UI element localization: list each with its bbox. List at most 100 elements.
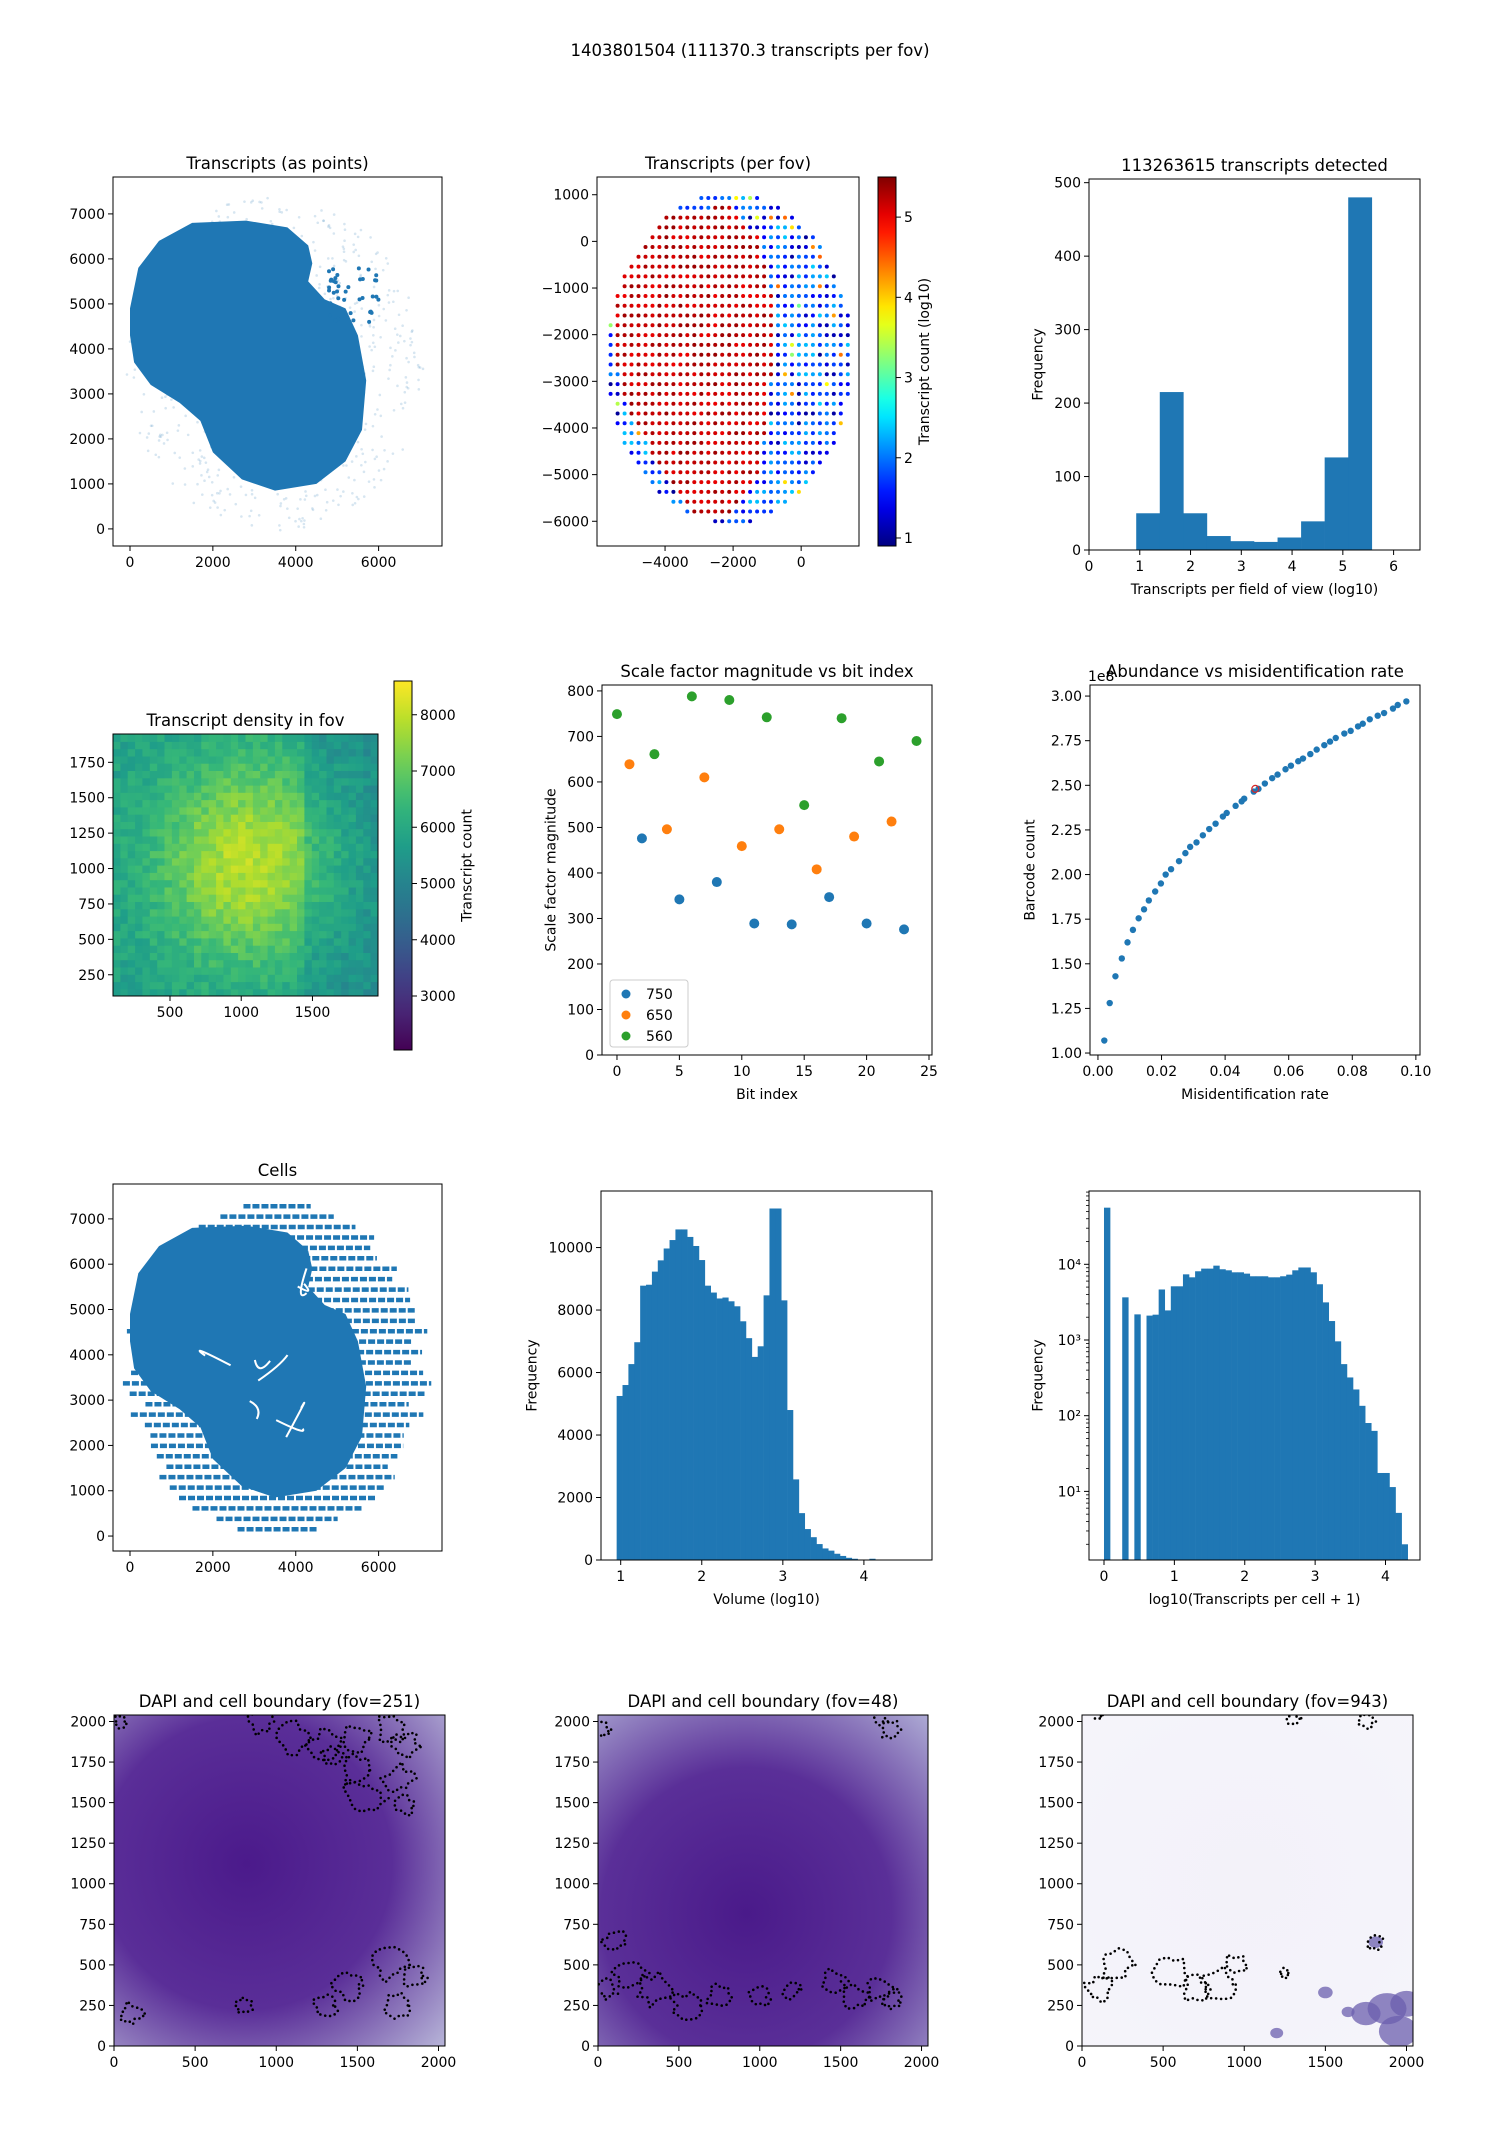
cell-boundary bbox=[820, 1966, 850, 1995]
scatter-point bbox=[1261, 780, 1269, 787]
fov-point bbox=[776, 342, 780, 347]
y-tick-label: 250 bbox=[79, 1998, 106, 2014]
heatmap-cell bbox=[297, 930, 305, 939]
scatter-point-560 bbox=[911, 735, 922, 746]
transcript-point bbox=[372, 325, 375, 329]
heatmap-cell bbox=[179, 959, 188, 968]
fov-point bbox=[671, 421, 676, 426]
heatmap-cell bbox=[319, 872, 328, 881]
transcript-point bbox=[373, 345, 377, 349]
colorbar-scale bbox=[877, 176, 897, 547]
heatmap-cell bbox=[208, 872, 217, 881]
fov-point bbox=[734, 235, 739, 240]
fov-point bbox=[776, 401, 780, 406]
heatmap-cell bbox=[245, 981, 254, 990]
y-tick-label: 2000 bbox=[70, 1714, 106, 1730]
heatmap-cell bbox=[179, 850, 188, 859]
fov-point bbox=[790, 303, 794, 308]
heatmap-cell bbox=[223, 850, 232, 859]
fov-point bbox=[699, 215, 704, 220]
fov-point bbox=[692, 342, 697, 347]
y-tick-label: 1500 bbox=[70, 1796, 106, 1812]
fov-point bbox=[831, 382, 836, 387]
heatmap-cell bbox=[326, 850, 335, 859]
transcript-point bbox=[200, 455, 204, 458]
fov-point bbox=[706, 284, 711, 289]
fov-point bbox=[769, 235, 773, 240]
heatmap-cell bbox=[223, 799, 232, 808]
heatmap-cell bbox=[149, 886, 158, 895]
histogram-bar bbox=[1213, 1265, 1220, 1560]
fov-point bbox=[685, 362, 690, 367]
heatmap-cell bbox=[363, 857, 372, 866]
fov-point bbox=[685, 254, 690, 259]
fov-point bbox=[727, 460, 732, 465]
heatmap-cell bbox=[223, 908, 232, 917]
fov-point bbox=[657, 245, 662, 249]
fov-point bbox=[769, 450, 773, 455]
fov-point bbox=[824, 284, 829, 289]
heatmap-cell bbox=[135, 974, 144, 983]
heatmap-cell bbox=[252, 857, 261, 866]
fov-point bbox=[678, 333, 683, 338]
heatmap-cell bbox=[370, 734, 378, 742]
scatter-point bbox=[1295, 758, 1302, 765]
y-tick-label: 0 bbox=[97, 2039, 106, 2055]
fov-point bbox=[762, 323, 767, 328]
fov-point bbox=[685, 480, 690, 485]
fov-point bbox=[734, 470, 739, 475]
heatmap-cell bbox=[260, 734, 269, 742]
fov-point bbox=[713, 303, 718, 308]
fov-point bbox=[608, 342, 613, 347]
heatmap-cell bbox=[311, 748, 320, 757]
heatmap-cell bbox=[348, 872, 357, 881]
heatmap-cell bbox=[201, 755, 210, 764]
heatmap-cell bbox=[120, 835, 129, 844]
fov-point bbox=[741, 480, 746, 485]
fov-point bbox=[713, 264, 718, 269]
transcript-point bbox=[205, 470, 209, 474]
fov-point bbox=[838, 313, 843, 318]
heatmap-cell bbox=[363, 886, 372, 895]
y-tick-label: 0 bbox=[1072, 543, 1081, 559]
fov-point bbox=[803, 254, 808, 259]
heatmap-cell bbox=[260, 988, 269, 996]
fov-point bbox=[622, 352, 627, 357]
transcript-point bbox=[360, 463, 363, 467]
heatmap-cell bbox=[274, 828, 283, 837]
transcript-point bbox=[198, 449, 202, 452]
fov-point bbox=[713, 323, 718, 328]
fov-point bbox=[796, 274, 801, 279]
fov-point bbox=[657, 274, 662, 279]
heatmap-cell bbox=[260, 915, 269, 924]
heatmap-cell bbox=[311, 966, 320, 975]
x-tick-label: 1000 bbox=[223, 1005, 259, 1021]
heatmap-cell bbox=[171, 755, 180, 764]
heatmap-cell bbox=[120, 974, 129, 983]
histogram-bar bbox=[704, 1285, 711, 1560]
fov-point bbox=[769, 352, 773, 357]
heatmap-cell bbox=[164, 915, 173, 924]
transcript-point bbox=[243, 200, 246, 203]
fov-point bbox=[748, 519, 753, 524]
y-tick-label: 1250 bbox=[1038, 1836, 1074, 1852]
cell-boundary bbox=[401, 1964, 429, 1989]
heatmap-cell bbox=[135, 988, 144, 996]
heatmap-cell bbox=[127, 755, 136, 764]
heatmap-cell bbox=[304, 915, 313, 924]
heatmap-cell bbox=[341, 806, 350, 815]
fov-point bbox=[755, 431, 760, 436]
x-tick-label: 500 bbox=[157, 1005, 184, 1021]
heatmap-cell bbox=[186, 806, 195, 815]
fov-point bbox=[608, 362, 613, 367]
x-tick-label: 0 bbox=[1100, 1569, 1109, 1585]
heatmap-cell bbox=[341, 821, 350, 830]
fov-point bbox=[838, 323, 843, 328]
heatmap-cell bbox=[194, 850, 202, 859]
heatmap-cell bbox=[311, 843, 320, 852]
heatmap-cell bbox=[289, 814, 298, 822]
heatmap-cell bbox=[194, 777, 202, 786]
fov-point bbox=[790, 489, 794, 494]
heatmap-cell bbox=[274, 879, 283, 888]
heatmap-cell bbox=[245, 799, 254, 808]
